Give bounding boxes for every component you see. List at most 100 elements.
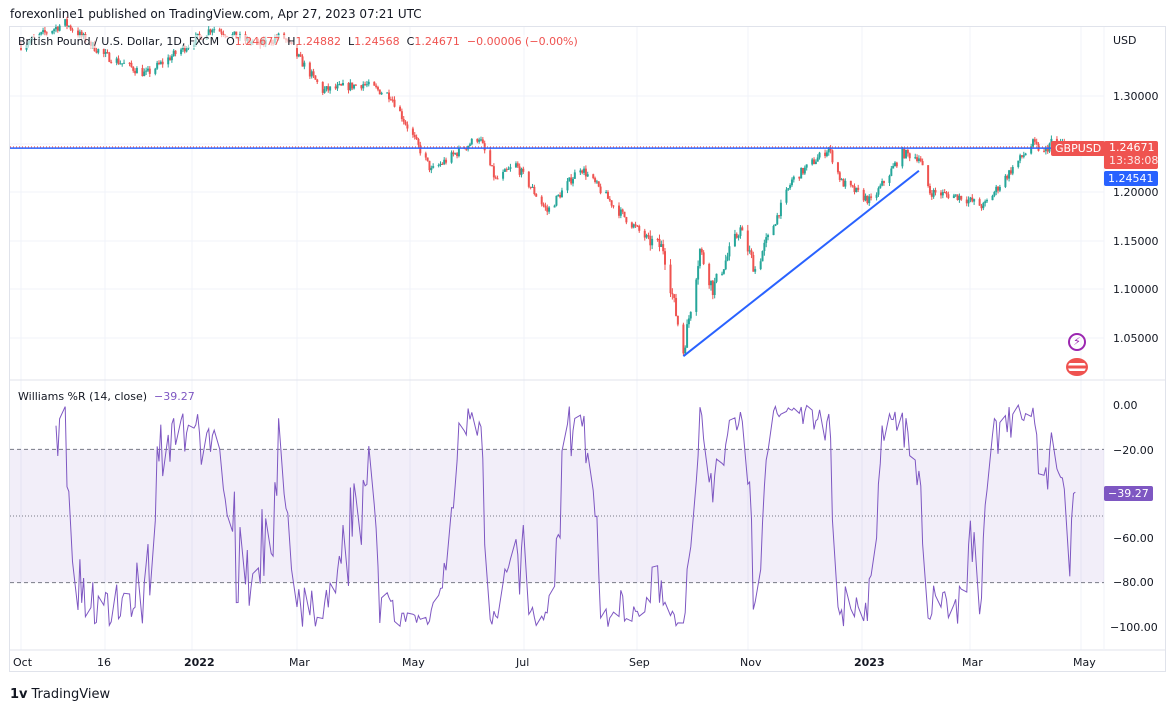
chart-frame [9, 26, 1166, 672]
candle-body [914, 157, 917, 159]
candle-body [505, 169, 508, 171]
candle-body [726, 256, 729, 261]
candle-body [671, 293, 674, 295]
candle-body [715, 273, 718, 282]
candle-body [748, 250, 751, 252]
candle-body [404, 121, 407, 125]
williams-r-line [55, 403, 1076, 628]
candle-body [829, 148, 832, 151]
candle-body [605, 191, 608, 194]
candle-body [148, 68, 151, 74]
candle-body [213, 29, 216, 31]
close-value: 1.24671 [414, 35, 460, 48]
candle-body [172, 50, 175, 57]
time-tick: Mar [962, 656, 983, 669]
time-tick: 2023 [854, 656, 885, 669]
candle-body [218, 29, 221, 32]
candle-body [767, 235, 770, 238]
symbol-legend: British Pound / U.S. Dollar, 1D, FXCM O1… [18, 35, 578, 48]
candle-body [721, 273, 724, 275]
candle-body [921, 161, 924, 166]
candle-body [739, 227, 742, 236]
candle-body [310, 71, 313, 77]
candle-body [40, 32, 43, 35]
candle-body [314, 75, 317, 80]
candle-body [71, 29, 74, 31]
candle-body [993, 192, 996, 196]
candle-body [51, 30, 54, 34]
lightning-events-icon[interactable]: ⚡ [1068, 333, 1086, 351]
candle-body [354, 84, 357, 86]
open-value: 1.24677 [234, 35, 281, 48]
candle-body [77, 30, 80, 37]
horizontal-line-price-label: 1.24541 [1104, 171, 1158, 186]
candle-body [169, 57, 172, 61]
candle-body [579, 170, 582, 173]
candle-body [711, 280, 714, 295]
candle-body [329, 86, 332, 91]
time-tick: May [1073, 656, 1096, 669]
candle-body [180, 49, 183, 55]
candle-body [110, 61, 113, 63]
candle-body [95, 51, 98, 53]
candle-body [441, 163, 444, 165]
candle-body [844, 180, 847, 187]
candle-body [572, 178, 574, 184]
candle-body [906, 149, 909, 154]
candle-body [857, 187, 860, 190]
candle-body [838, 172, 841, 180]
candle-body [548, 207, 551, 212]
symbol-name[interactable]: British Pound / U.S. Dollar, 1D, FXCM [18, 35, 220, 48]
candle-body [1035, 141, 1038, 144]
candle-body [415, 136, 418, 139]
candle-body [492, 166, 495, 178]
candle-body [934, 190, 937, 193]
candle-body [325, 86, 328, 90]
candle-body [864, 195, 867, 201]
candle-body [338, 84, 341, 86]
price-tick: 1.05000 [1113, 332, 1159, 345]
candle-body [673, 294, 676, 298]
candle-body [1030, 146, 1033, 154]
tradingview-logo[interactable]: 𝟭𝘃 TradingView [10, 687, 110, 702]
candle-body [779, 202, 782, 217]
candle-body [684, 347, 687, 354]
last-price: 1.24671 [1109, 141, 1155, 154]
candle-body [651, 238, 654, 246]
candle-body [687, 318, 690, 325]
candle-body [1008, 170, 1011, 179]
candle-body [836, 162, 839, 173]
candle-body [754, 269, 757, 272]
candle-body [945, 192, 948, 195]
candle-body [143, 71, 146, 77]
candle-body [123, 62, 126, 64]
candle-body [568, 177, 571, 182]
candle-body [351, 82, 354, 89]
candle-body [411, 128, 414, 135]
candle-body [450, 152, 453, 163]
time-tick: Oct [13, 656, 33, 669]
us-flag-economic-events-icon[interactable] [1066, 358, 1088, 376]
indicator-title[interactable]: Williams %R (14, close) [18, 390, 148, 403]
candle-body [669, 264, 672, 294]
candle-body [456, 153, 459, 157]
candle-body [167, 57, 170, 65]
candle-body [478, 139, 481, 142]
candle-body [367, 81, 370, 85]
candle-body [789, 185, 792, 189]
published-header: forexonline1 published on TradingView.co… [10, 7, 422, 21]
candle-body [713, 281, 716, 295]
candle-body [185, 48, 188, 52]
candle-body [557, 194, 560, 196]
candle-body [984, 201, 987, 204]
candle-body [299, 54, 302, 57]
candle-body [465, 148, 468, 150]
candle-body [141, 67, 144, 77]
candle-body [840, 179, 843, 181]
candle-body [952, 195, 955, 199]
candle-body [209, 29, 212, 33]
candle-body [967, 199, 970, 204]
candle-body [805, 164, 808, 168]
candle-body [340, 84, 343, 86]
